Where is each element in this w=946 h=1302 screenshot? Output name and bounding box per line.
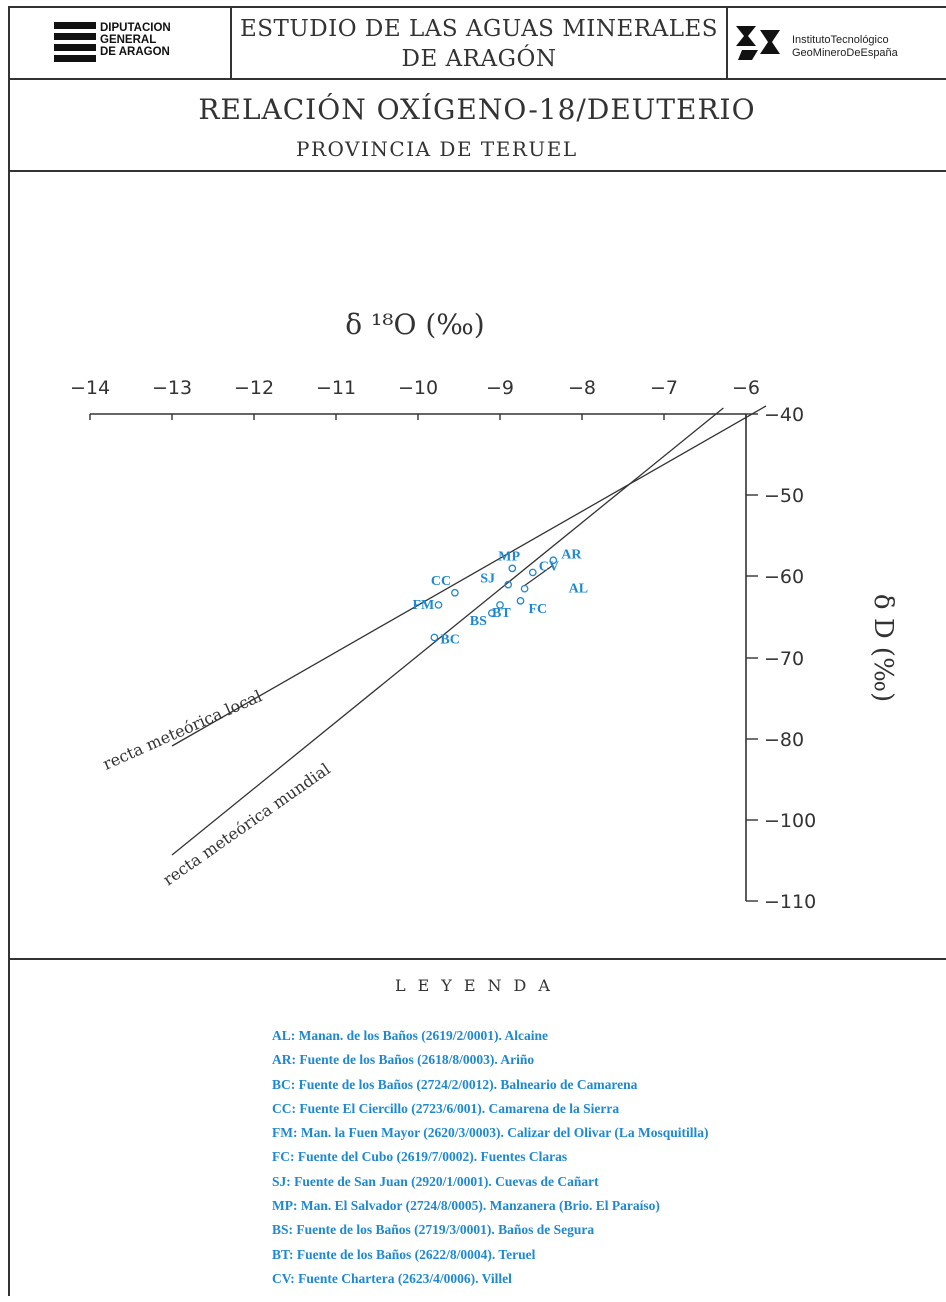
local-meteoric-line <box>171 405 767 747</box>
legend-item: BS: Fuente de los Baños (2719/3/0001). B… <box>272 1222 595 1238</box>
diputacion-logo: DIPUTACION GENERAL DE ARAGON <box>54 20 204 64</box>
header-divider <box>8 78 946 80</box>
page-frame <box>8 6 936 1296</box>
data-point-label: BC <box>440 632 459 647</box>
y-tick-label: −80 <box>764 729 804 751</box>
y-tick-label: −100 <box>764 810 816 832</box>
x-tick-label: −11 <box>316 377 356 399</box>
data-point-ar <box>549 556 558 565</box>
page-subtitle: PROVINCIA DE TERUEL <box>296 137 578 161</box>
header-separator-right <box>726 6 728 78</box>
y-axis-title: δ D (‰) <box>868 594 898 702</box>
legend-title: LEYENDA <box>395 976 562 995</box>
data-point-mp <box>508 564 517 573</box>
data-point-cv <box>528 568 537 577</box>
x-tick-label: −12 <box>234 377 274 399</box>
legend-item: AL: Manan. de los Baños (2619/2/0001). A… <box>272 1028 549 1043</box>
x-tick-label: −13 <box>152 377 192 399</box>
legend-item: FM: Man. la Fuen Mayor (2620/3/0003). Ca… <box>272 1125 709 1141</box>
x-tick-label: −8 <box>568 377 596 399</box>
data-point-label: BT <box>492 606 511 621</box>
x-tick-label: −9 <box>486 377 514 399</box>
y-tick-label: −60 <box>764 566 804 588</box>
legend-item: SJ: Fuente de San Juan (2920/1/0001). Cu… <box>272 1173 599 1189</box>
y-tick-label: −110 <box>764 891 816 913</box>
x-tick-label: −6 <box>732 377 760 399</box>
legend-item: BT: Fuente de los Baños (2622/8/0004). T… <box>272 1246 536 1262</box>
diputacion-logo-icon <box>54 22 96 62</box>
y-tick-label: −40 <box>764 404 804 426</box>
itge-logo-text: InstitutoTecnológico GeoMineroDeEspaña <box>792 34 898 59</box>
legend-list: AL: Manan. de los Baños (2619/2/0001). A… <box>272 1024 708 1291</box>
data-point-bc <box>430 633 439 642</box>
legend-item: CC: Fuente El Ciercillo (2723/6/001). Ca… <box>272 1100 620 1116</box>
y-tick-label: −70 <box>764 648 804 670</box>
data-point-cc <box>451 588 459 597</box>
local-line-label: recta meteórica local <box>100 686 265 773</box>
data-point-label: AR <box>561 547 582 562</box>
x-tick-label: −7 <box>650 377 678 399</box>
data-point-label: FC <box>529 602 548 617</box>
isotope-chart: −14 −13 −12 −11 −10 −9 −8 −7 −6−40 −50 −60 −70 −80 −1… <box>70 308 898 913</box>
legend-item: AR: Fuente de los Baños (2618/8/0003). A… <box>272 1052 535 1068</box>
data-point-sj <box>504 580 513 589</box>
header-title-line-2: DE ARAGÓN <box>401 46 557 72</box>
data-point-al <box>520 584 529 593</box>
itge-logo-icon <box>736 26 780 60</box>
legend-item: FC: Fuente del Cubo (2619/7/0002). Fuent… <box>272 1149 568 1165</box>
y-tick-label: −50 <box>764 485 804 507</box>
data-point-fc <box>516 597 525 605</box>
header-separator-left <box>230 6 232 78</box>
legend-divider <box>8 958 946 960</box>
data-point-label: FM <box>413 598 435 613</box>
world-meteoric-line <box>171 407 724 856</box>
legend-item: MP: Man. El Salvador (2724/8/0005). Manz… <box>272 1198 660 1214</box>
itge-logo: InstitutoTecnológico GeoMineroDeEspaña <box>734 22 944 66</box>
world-line-label: recta meteórica mundial <box>159 759 333 889</box>
data-point-fm <box>434 601 443 609</box>
legend-item: CV: Fuente Chartera (2623/4/0006). Ville… <box>272 1270 512 1286</box>
legend-item: BC: Fuente de los Baños (2724/2/0012). B… <box>272 1076 638 1092</box>
data-point-label: MP <box>498 549 520 564</box>
header-title: ESTUDIO DE LAS AGUAS MINERALES DE ARAGÓN <box>232 14 726 74</box>
data-point-bs <box>487 609 496 617</box>
data-point-label: BS <box>470 614 487 629</box>
data-point-label: CC <box>431 574 451 589</box>
diputacion-logo-text: DIPUTACION GENERAL DE ARAGON <box>100 22 171 58</box>
al-pointer-line <box>523 565 553 587</box>
page-title: RELACIÓN OXÍGENO-18/DEUTERIO <box>198 93 756 126</box>
x-tick-label: −14 <box>70 377 110 399</box>
data-point-label: SJ <box>480 572 495 587</box>
x-axis-title: δ ¹⁸O (‰) <box>345 308 484 341</box>
data-point-bt <box>496 601 504 609</box>
data-point-label: AL <box>569 582 588 597</box>
x-tick-label: −10 <box>398 377 438 399</box>
title-divider <box>8 170 946 172</box>
data-point-label: CV <box>539 559 559 574</box>
header-title-line-1: ESTUDIO DE LAS AGUAS MINERALES <box>239 16 719 42</box>
frame-top-border <box>8 6 946 8</box>
